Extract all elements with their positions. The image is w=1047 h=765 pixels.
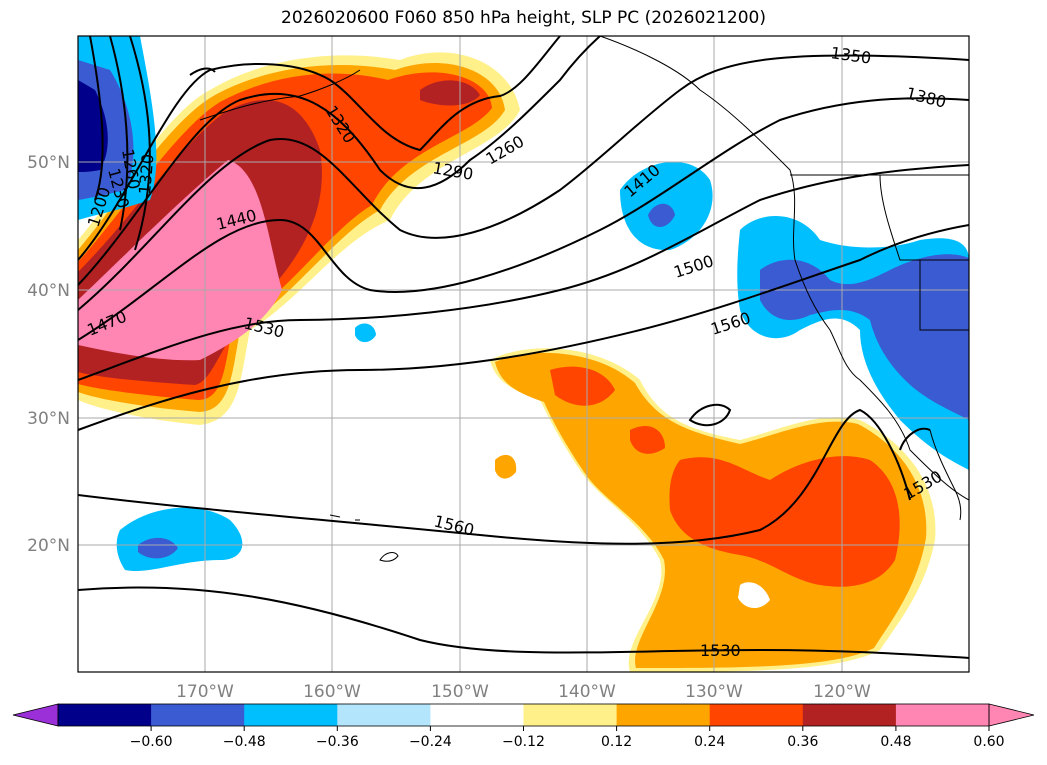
height-contours <box>78 36 969 659</box>
contour-label: 1560 <box>708 308 753 339</box>
contour-label: 1560 <box>432 511 476 539</box>
colorbar-segment <box>616 704 711 726</box>
colorbar-segment <box>337 704 431 726</box>
colorbar-tick-label: 0.60 <box>973 734 1004 750</box>
colorbar-extend-right <box>988 703 1035 727</box>
colorbar-segment <box>244 704 338 726</box>
colorbar-segment <box>430 704 524 726</box>
lon-label: 140°W <box>558 682 616 702</box>
gridlines <box>78 36 969 672</box>
lon-label: 120°W <box>813 682 871 702</box>
colorbar-segment <box>151 704 245 726</box>
contour-label: 1530 <box>700 641 741 660</box>
contour-label: 1320 <box>135 153 157 195</box>
latitude-labels: 50°N 40°N 30°N 20°N <box>27 153 70 556</box>
colorbar-tick-label: 0.24 <box>694 734 725 750</box>
map-frame <box>77 35 970 673</box>
lon-label: 130°W <box>685 682 743 702</box>
colorbar: −0.60 −0.48 −0.36 −0.24 −0.12 0.12 0.24 0.36 0.4… <box>12 703 1035 750</box>
colorbar-tick-label: −0.36 <box>316 734 359 750</box>
colorbar-tick-label: 0.36 <box>787 734 818 750</box>
colorbar-extend-left <box>12 703 59 727</box>
colorbar-segment <box>802 704 897 726</box>
lon-label: 170°W <box>176 682 234 702</box>
lat-label: 30°N <box>27 409 70 429</box>
lat-label: 50°N <box>27 153 70 173</box>
colorbar-tick-label: −0.12 <box>502 734 545 750</box>
coastlines <box>199 36 969 562</box>
colorbar-tick-label: 0.48 <box>880 734 911 750</box>
shaded-anomaly-fields <box>78 36 969 672</box>
lat-label: 20°N <box>27 536 70 556</box>
contour-label: 1350 <box>829 43 872 67</box>
colorbar-tick-label: 0.12 <box>601 734 632 750</box>
contour-label: 1500 <box>671 251 716 282</box>
colorbar-tick-label: −0.60 <box>130 734 173 750</box>
colorbar-tick-label: −0.48 <box>223 734 266 750</box>
lat-label: 40°N <box>27 281 70 301</box>
map-title: 2026020600 F060 850 hPa height, SLP PC (… <box>281 8 766 28</box>
colorbar-segment <box>523 704 618 726</box>
colorbar-segment <box>895 704 990 726</box>
colorbar-tick-label: −0.24 <box>409 734 452 750</box>
longitude-labels: 170°W 160°W 150°W 140°W 130°W 120°W <box>176 682 871 702</box>
colorbar-segment <box>58 704 152 726</box>
contour-label: 1530 <box>242 313 286 341</box>
contour-label: 1380 <box>904 83 948 111</box>
colorbar-segment <box>709 704 804 726</box>
lon-label: 150°W <box>431 682 489 702</box>
lon-label: 160°W <box>303 682 361 702</box>
